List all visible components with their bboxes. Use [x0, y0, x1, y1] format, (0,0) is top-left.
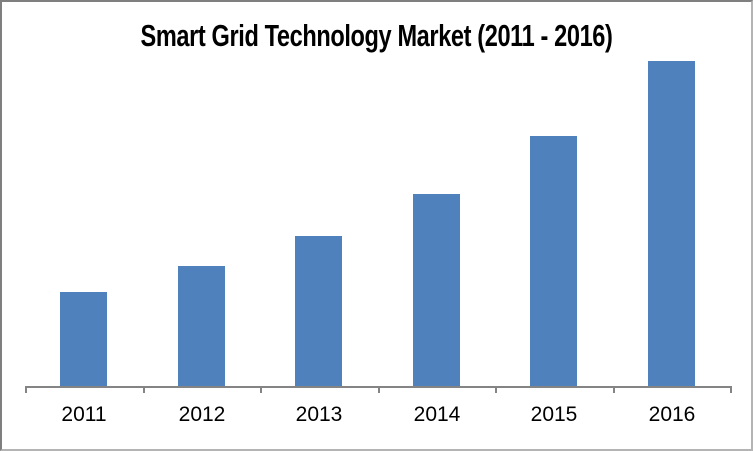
- x-axis-tick: [260, 386, 262, 393]
- bar-2014: [413, 194, 460, 386]
- x-axis-tick: [25, 386, 27, 393]
- x-axis-tick: [495, 386, 497, 393]
- bar-2016: [648, 61, 695, 386]
- bar-2012: [178, 266, 225, 386]
- x-axis-label: 2012: [178, 403, 226, 426]
- x-axis-label: 2011: [61, 403, 107, 426]
- bar-2013: [295, 236, 342, 386]
- x-axis-label: 2016: [648, 403, 696, 426]
- x-axis-tick: [613, 386, 615, 393]
- x-axis-label: 2015: [530, 403, 578, 426]
- x-axis-tick: [143, 386, 145, 393]
- bar-2011: [60, 292, 107, 386]
- x-axis-tick: [730, 386, 732, 393]
- x-axis-label: 2014: [413, 403, 461, 426]
- x-axis-label: 2013: [295, 403, 343, 426]
- bar-2015: [530, 136, 577, 386]
- chart-title: Smart Grid Technology Market (2011 - 201…: [140, 18, 613, 53]
- x-axis-tick: [378, 386, 380, 393]
